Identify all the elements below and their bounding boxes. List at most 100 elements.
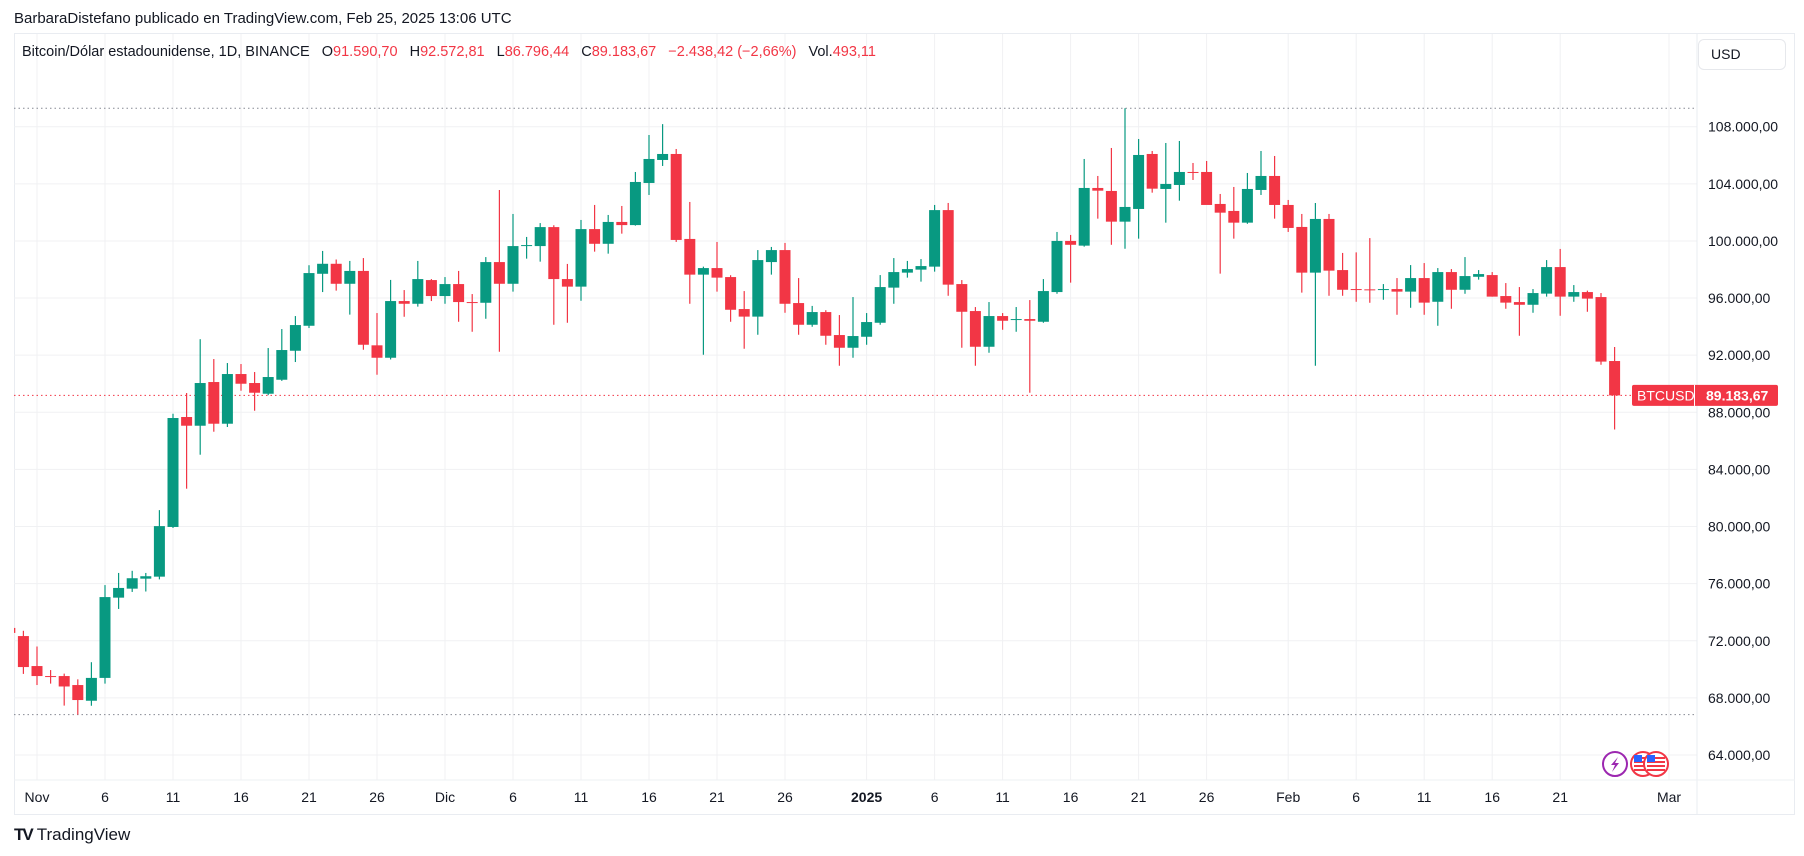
candle <box>1445 269 1457 309</box>
candle <box>235 364 247 391</box>
candle-body-up <box>344 270 356 284</box>
candle-body-down <box>1228 210 1240 223</box>
candle <box>874 275 886 325</box>
y-tick-label: 84.000,00 <box>1708 461 1770 477</box>
symbol-legend: Bitcoin/Dólar estadounidense, 1D, BINANC… <box>22 44 876 60</box>
candle-body-up <box>575 229 587 287</box>
candle-body-up <box>276 350 288 380</box>
candle <box>521 236 533 259</box>
candle <box>1377 284 1389 300</box>
x-tick-label: Nov <box>25 789 50 805</box>
publish-info: BarbaraDistefano publicado en TradingVie… <box>14 10 512 27</box>
x-tick-label: Dic <box>435 789 455 805</box>
candle-body-down <box>1350 289 1362 291</box>
y-tick-label: 72.000,00 <box>1708 633 1770 649</box>
candle <box>602 214 614 254</box>
candle <box>1269 155 1281 219</box>
candle-body-down <box>14 627 16 633</box>
candle-body-down <box>616 221 628 226</box>
candle <box>1010 307 1022 332</box>
candle <box>1241 172 1253 224</box>
candle-body-up <box>385 301 397 358</box>
candle <box>276 329 288 381</box>
candle <box>1364 238 1376 303</box>
candle-body-up <box>113 587 125 598</box>
candle <box>1051 231 1063 294</box>
candle <box>861 313 873 345</box>
candle <box>589 204 601 252</box>
candle-body-down <box>1391 289 1403 292</box>
candle <box>1405 265 1417 308</box>
candle-body-up <box>629 181 641 226</box>
candle-body-up <box>221 374 233 424</box>
candle <box>289 316 301 363</box>
candle-body-down <box>453 284 465 303</box>
candle-body-down <box>1269 175 1281 205</box>
candle <box>1513 287 1525 336</box>
candle <box>1500 283 1512 309</box>
lightning-event-icon[interactable] <box>1602 751 1628 777</box>
candle <box>820 310 832 345</box>
candle <box>915 259 927 282</box>
x-tick-label: 21 <box>709 789 725 805</box>
candle <box>983 302 995 353</box>
candle <box>344 260 356 315</box>
candle <box>493 189 505 352</box>
candle-body-up <box>1405 278 1417 292</box>
candle <box>14 627 16 633</box>
candle-body-up <box>262 377 274 394</box>
candle <box>1160 142 1172 223</box>
candle-body-down <box>1337 270 1349 290</box>
candle <box>371 313 383 375</box>
candle <box>425 279 437 302</box>
candle-body-down <box>1609 361 1621 396</box>
currency-button[interactable]: USD <box>1698 39 1786 70</box>
candle <box>888 258 900 304</box>
grid <box>14 34 1795 815</box>
candle <box>249 372 261 411</box>
candle <box>113 572 125 609</box>
candle <box>1214 193 1226 274</box>
candle <box>72 679 84 715</box>
candle-body-up <box>507 246 519 284</box>
candle-body-up <box>847 336 859 348</box>
candle-body-down <box>1364 289 1376 291</box>
candle-body-up <box>317 263 329 274</box>
candle <box>752 250 764 335</box>
candle-body-up <box>1160 183 1172 189</box>
candle-body-up <box>1037 291 1049 322</box>
candle-body-up <box>915 266 927 270</box>
candle-body-up <box>534 227 546 247</box>
candle-body-up <box>412 279 424 304</box>
candle <box>181 393 193 489</box>
candle-body-down <box>1500 296 1512 303</box>
reference-lines <box>14 107 1697 716</box>
candle <box>1078 158 1090 247</box>
candle <box>194 339 206 455</box>
tradingview-logo[interactable]: TV TradingView <box>14 825 130 845</box>
price-tag-bg <box>1632 384 1778 406</box>
candle-body-down <box>1214 203 1226 213</box>
candle <box>453 270 465 322</box>
candle-body-down <box>793 303 805 325</box>
candle-body-down <box>670 153 682 240</box>
candle-body-up <box>1010 319 1022 321</box>
candle-body-down <box>1201 171 1213 205</box>
candle-body-down <box>997 316 1009 321</box>
x-tick-label: 6 <box>1352 789 1360 805</box>
us-flag-event-icon[interactable] <box>1643 751 1669 777</box>
candle-body-up <box>126 578 138 589</box>
candle <box>765 246 777 275</box>
y-tick-label: 76.000,00 <box>1708 576 1770 592</box>
candle <box>956 280 968 348</box>
candle-body-up <box>289 325 301 351</box>
candle-body-up <box>1432 272 1444 302</box>
candle-body-down <box>1581 292 1593 299</box>
y-tick-label: 68.000,00 <box>1708 690 1770 706</box>
candle <box>548 225 560 325</box>
candle <box>1554 248 1566 316</box>
candle <box>45 670 57 684</box>
candle <box>208 359 220 432</box>
candle-body-down <box>711 268 723 278</box>
